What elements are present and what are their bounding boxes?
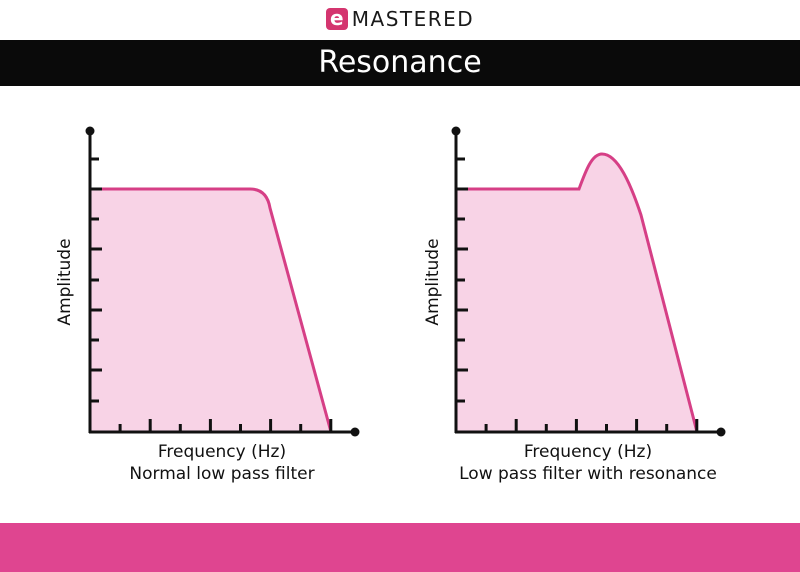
footer-bar	[0, 523, 800, 572]
x-axis-end-dot	[350, 427, 360, 437]
page-title: Resonance	[0, 40, 800, 86]
filter-curve	[90, 187, 333, 433]
chart-resonance-low-pass	[451, 126, 726, 437]
filter-fill-area	[90, 189, 331, 432]
y-axis-label: Amplitude	[423, 238, 443, 325]
x-axis-end-dot	[716, 427, 726, 437]
logo-mark: e	[325, 8, 348, 30]
brand-logo: e MASTERED	[0, 7, 800, 31]
brand-name: MASTERED	[351, 7, 475, 31]
chart-caption: Normal low pass filter	[129, 464, 314, 484]
y-axis-end-dot	[451, 126, 461, 136]
x-axis-label: Frequency (Hz)	[524, 442, 652, 462]
filter-fill-area	[456, 154, 697, 432]
y-axis-label: Amplitude	[55, 238, 75, 325]
y-axis-end-dot	[85, 126, 95, 136]
chart-normal-low-pass	[85, 126, 360, 437]
x-axis-label: Frequency (Hz)	[158, 442, 286, 462]
filter-curve	[456, 152, 699, 433]
chart-caption: Low pass filter with resonance	[459, 464, 717, 484]
